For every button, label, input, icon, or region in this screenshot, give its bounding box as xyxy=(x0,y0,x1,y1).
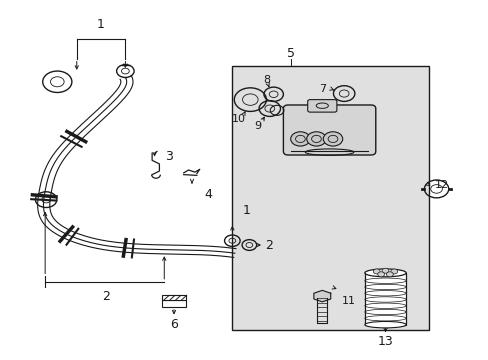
Circle shape xyxy=(381,268,388,273)
Text: 1: 1 xyxy=(243,204,250,217)
Circle shape xyxy=(290,132,309,146)
Polygon shape xyxy=(313,291,330,302)
Ellipse shape xyxy=(364,269,406,277)
Circle shape xyxy=(306,132,325,146)
Text: 1: 1 xyxy=(97,18,105,31)
Bar xyxy=(162,295,186,300)
Bar xyxy=(232,66,428,330)
Bar xyxy=(162,300,186,307)
Text: 6: 6 xyxy=(170,318,178,331)
Circle shape xyxy=(323,132,342,146)
Text: 2: 2 xyxy=(264,239,272,252)
Ellipse shape xyxy=(364,321,406,328)
Circle shape xyxy=(377,272,384,277)
Text: 3: 3 xyxy=(165,150,173,163)
Text: 7: 7 xyxy=(318,84,325,94)
Circle shape xyxy=(390,269,397,274)
Bar xyxy=(364,273,406,325)
Circle shape xyxy=(386,272,392,277)
Text: 8: 8 xyxy=(262,75,269,85)
Text: 5: 5 xyxy=(286,47,294,60)
Text: 10: 10 xyxy=(232,113,245,123)
Text: 12: 12 xyxy=(433,180,447,190)
FancyBboxPatch shape xyxy=(283,105,375,155)
Text: 13: 13 xyxy=(377,335,392,348)
Text: 4: 4 xyxy=(203,188,211,201)
FancyBboxPatch shape xyxy=(307,100,336,112)
Text: 9: 9 xyxy=(254,121,261,131)
Text: 11: 11 xyxy=(341,296,355,306)
Circle shape xyxy=(372,269,379,274)
Text: 2: 2 xyxy=(102,289,110,303)
